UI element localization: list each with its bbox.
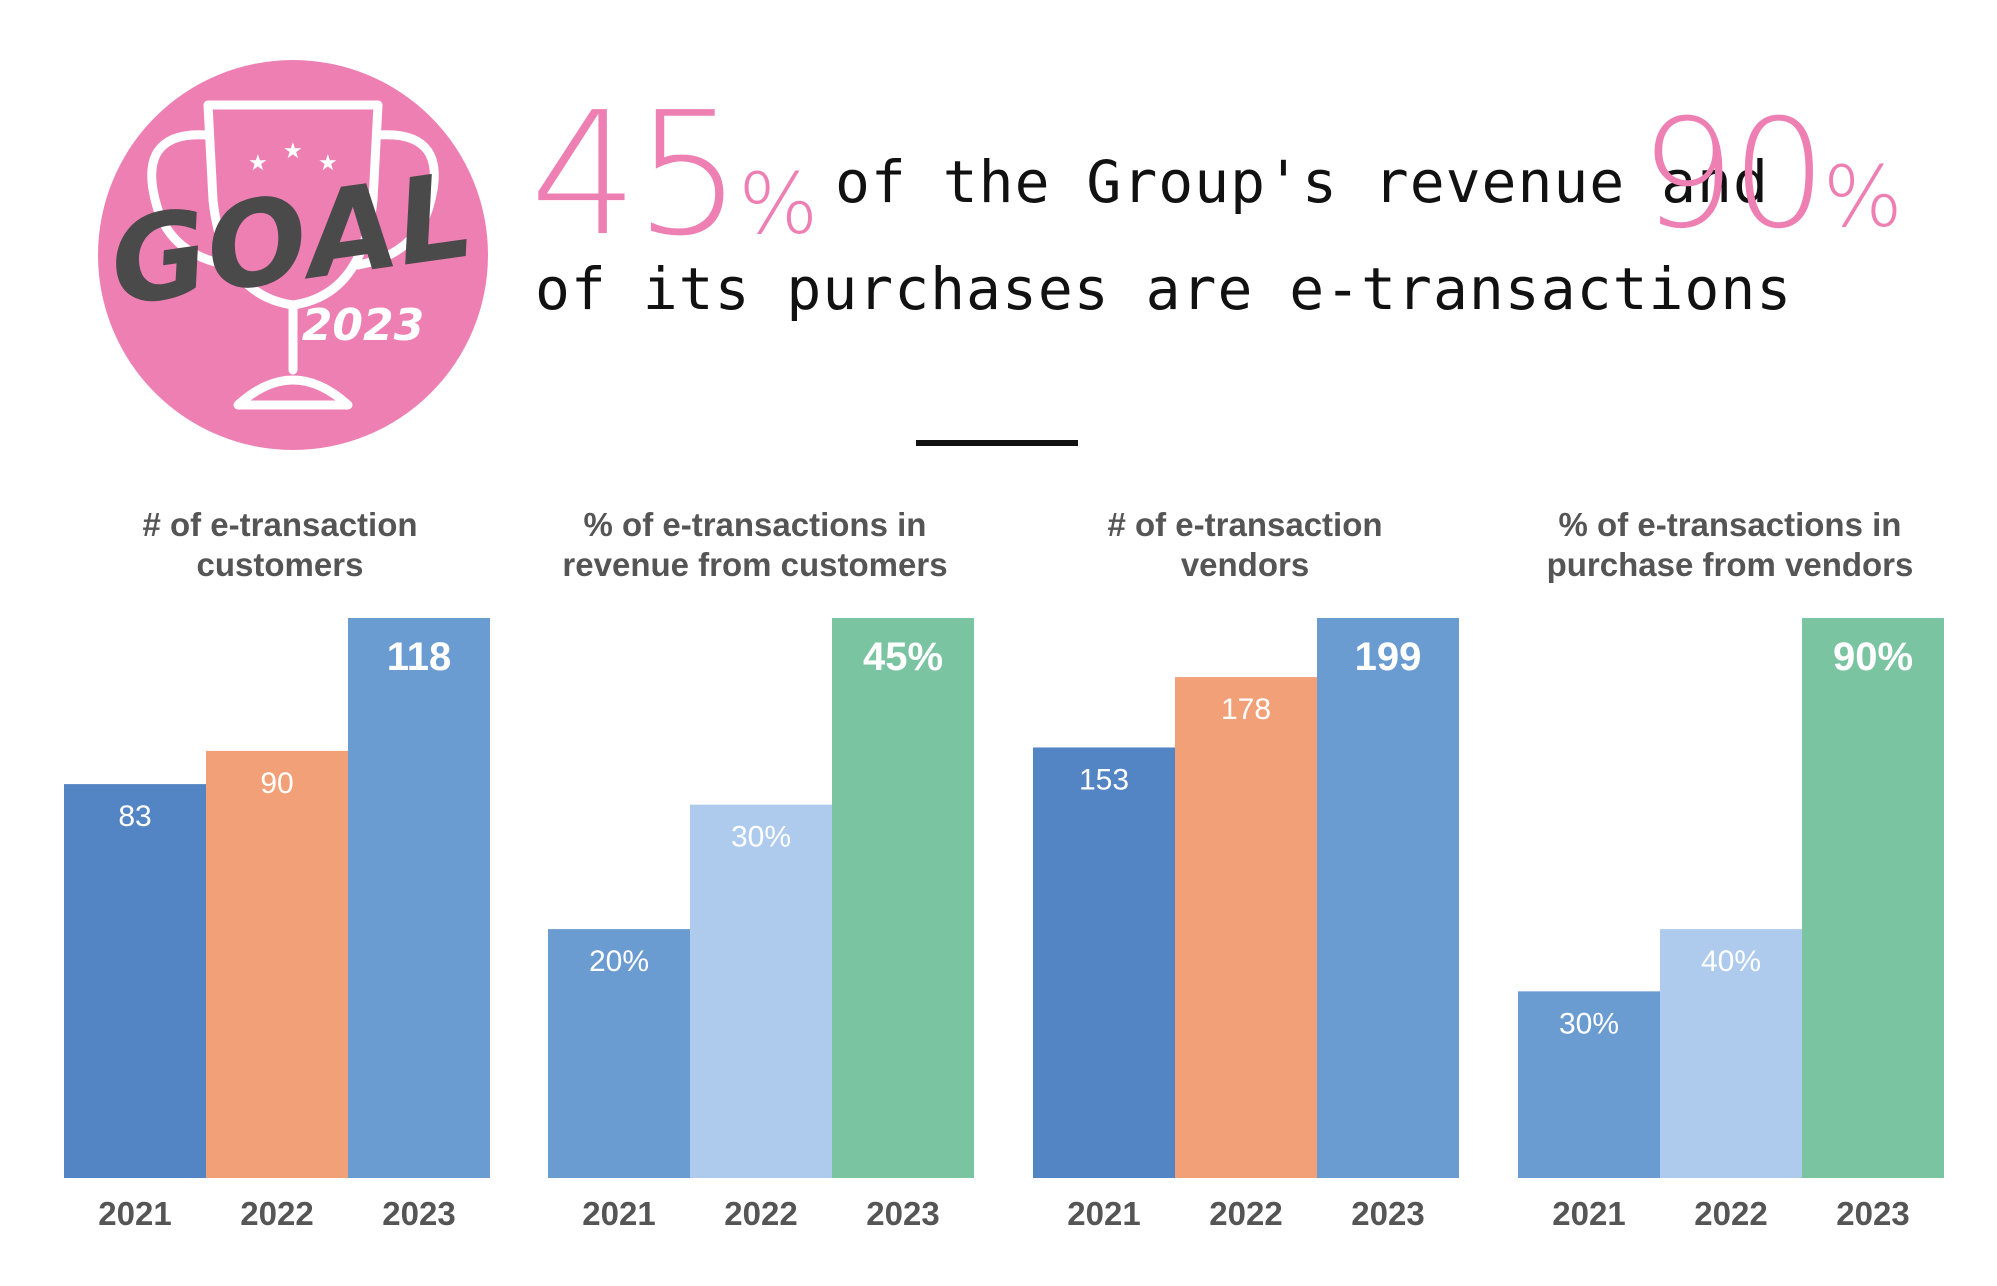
x-tick-label: 2023 (866, 1195, 939, 1232)
x-tick-label: 2023 (1351, 1195, 1424, 1232)
chart-title-line: customers (196, 546, 364, 583)
chart-title-line: revenue from customers (562, 546, 948, 583)
x-tick-label: 2022 (724, 1195, 797, 1232)
bar-2022 (690, 804, 832, 1178)
x-tick-label: 2021 (582, 1195, 655, 1232)
bar-2022 (206, 750, 348, 1178)
data-label: 30% (1559, 1007, 1619, 1040)
bar-2022 (1660, 929, 1802, 1178)
headline-pct-revenue: 45% (530, 76, 819, 274)
svg-text:★: ★ (283, 139, 303, 164)
data-label: 83 (118, 800, 151, 833)
bar-chart-1: 83 2021 90 2022 118 2023 (64, 618, 490, 1232)
chart-title-revenue-pct: % of e-transactions in revenue from cust… (535, 505, 975, 585)
bar-2023 (348, 618, 490, 1178)
x-tick-label: 2022 (240, 1195, 313, 1232)
data-label: 40% (1701, 945, 1761, 978)
data-label: 30% (731, 821, 791, 854)
svg-text:★: ★ (318, 151, 338, 176)
chart-title-vendors-count: # of e-transaction vendors (1025, 505, 1465, 585)
chart-title-line: # of e-transaction (1107, 506, 1383, 543)
x-tick-label: 2022 (1209, 1195, 1282, 1232)
svg-text:★: ★ (248, 151, 268, 176)
x-tick-label: 2021 (1067, 1195, 1140, 1232)
chart-title-line: purchase from vendors (1546, 546, 1914, 583)
headline-pct-purchases: 90% (1640, 88, 1903, 262)
bar-2021 (1033, 747, 1175, 1178)
bar-2023 (1802, 618, 1944, 1178)
logo-pink-blob (98, 60, 488, 450)
stars-icon: ★ ★ ★ (248, 139, 338, 176)
bar-2022 (1175, 677, 1317, 1178)
data-label: 178 (1221, 693, 1271, 726)
bar-2021 (1518, 991, 1660, 1178)
logo-year: 2023 (302, 300, 424, 351)
divider-line (916, 440, 1078, 446)
data-label: 45% (863, 635, 943, 679)
goal-trophy-logo: ★ ★ ★ GOAL 2023 (98, 60, 488, 450)
data-label: 20% (589, 945, 649, 978)
chart-title-line: % of e-transactions in (583, 506, 927, 543)
headline-line-2: of its purchases are e-transactions (535, 255, 1793, 323)
bar-2023 (1317, 618, 1459, 1178)
trophy-icon (147, 100, 439, 410)
chart-title-purchase-pct: % of e-transactions in purchase from ven… (1510, 505, 1950, 585)
data-label: 118 (387, 635, 452, 679)
bar-2021 (548, 929, 690, 1178)
data-label: 153 (1079, 763, 1129, 796)
data-label: 90 (260, 767, 293, 800)
chart-title-customers-count: # of e-transaction customers (60, 505, 500, 585)
bar-chart-4: 30% 2021 40% 2022 90% 2023 (1518, 618, 1944, 1232)
bar-2021 (64, 784, 206, 1178)
data-label: 199 (1355, 635, 1422, 679)
x-tick-label: 2022 (1694, 1195, 1767, 1232)
chart-title-line: % of e-transactions in (1558, 506, 1902, 543)
x-tick-label: 2023 (1836, 1195, 1909, 1232)
bar-chart-3: 153 2021 178 2022 199 2023 (1033, 618, 1459, 1232)
chart-title-line: # of e-transaction (142, 506, 418, 543)
chart-title-line: vendors (1180, 546, 1310, 583)
x-tick-label: 2021 (1552, 1195, 1625, 1232)
headline-line-1: of the Group's revenue and (835, 148, 1769, 216)
bar-chart-2: 20% 2021 30% 2022 45% 2023 (548, 618, 974, 1232)
x-tick-label: 2023 (382, 1195, 455, 1232)
bar-2023 (832, 618, 974, 1178)
data-label: 90% (1833, 635, 1913, 679)
x-tick-label: 2021 (98, 1195, 171, 1232)
